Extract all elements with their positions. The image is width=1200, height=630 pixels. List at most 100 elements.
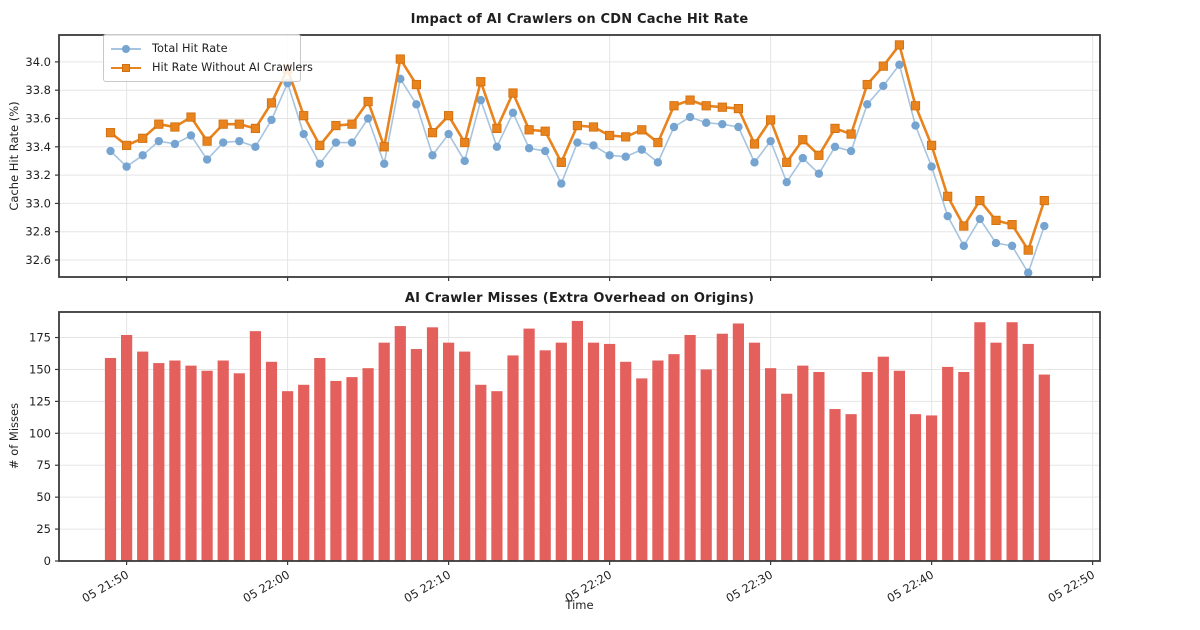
- data-point: [878, 61, 888, 71]
- data-point: [782, 177, 791, 187]
- data-point: [122, 162, 131, 171]
- bar: [620, 361, 632, 561]
- bar: [668, 354, 680, 561]
- data-point: [299, 111, 309, 121]
- data-point: [766, 136, 775, 146]
- y-tick-label: 25: [36, 522, 51, 536]
- bar: [797, 365, 809, 561]
- line-circle-marker-icon: [111, 43, 145, 55]
- miss-bars: [104, 320, 1050, 561]
- data-point: [814, 150, 824, 160]
- y-tick-label: 34.0: [25, 55, 51, 69]
- data-point: [637, 125, 647, 135]
- bar: [153, 363, 165, 561]
- y-tick-label: 175: [29, 331, 51, 345]
- bar: [700, 369, 712, 561]
- data-point: [460, 156, 469, 166]
- data-point: [106, 146, 115, 156]
- bar: [813, 372, 825, 561]
- bar: [539, 350, 551, 561]
- data-point: [1039, 195, 1049, 206]
- data-point: [412, 100, 421, 109]
- bar: [877, 356, 889, 561]
- bar: [137, 351, 149, 561]
- data-point: [975, 214, 985, 224]
- bar: [410, 349, 422, 561]
- bottom-chart-title: AI Crawler Misses (Extra Overhead on Ori…: [404, 291, 755, 306]
- data-point: [588, 122, 599, 132]
- bar: [926, 415, 938, 561]
- data-point: [234, 119, 244, 129]
- data-point: [427, 128, 438, 138]
- data-point: [991, 238, 1001, 248]
- x-axis-label: Time: [565, 598, 594, 612]
- data-point: [556, 157, 566, 167]
- data-point: [572, 120, 583, 131]
- bar: [491, 391, 503, 561]
- data-point: [524, 125, 534, 135]
- bar: [201, 370, 213, 561]
- y-tick-label: 125: [29, 394, 51, 408]
- bar: [1038, 374, 1050, 561]
- bar: [893, 370, 905, 561]
- bottom-y-axis-label: # of Misses: [7, 402, 21, 470]
- data-point: [621, 152, 630, 161]
- data-point: [524, 144, 534, 153]
- data-point: [122, 140, 132, 150]
- legend-row-without-ai-crawlers: Hit Rate Without AI Crawlers: [111, 58, 313, 77]
- data-point: [702, 118, 711, 127]
- bar: [217, 360, 229, 561]
- data-point: [718, 119, 727, 129]
- data-point: [798, 135, 808, 145]
- data-point: [299, 129, 308, 139]
- bar: [185, 365, 197, 561]
- y-tick-label: 33.6: [25, 112, 51, 126]
- data-point: [991, 215, 1001, 225]
- y-tick-label: 32.6: [25, 253, 51, 267]
- data-point: [782, 157, 792, 167]
- data-point: [959, 221, 969, 231]
- bar: [346, 377, 358, 561]
- top-chart-grid: [59, 35, 1100, 277]
- data-point: [363, 96, 373, 107]
- data-point: [363, 114, 373, 123]
- y-tick-label: 33.0: [25, 196, 51, 210]
- data-point: [766, 115, 776, 125]
- data-point: [202, 136, 212, 146]
- data-point: [749, 139, 760, 149]
- line-square-marker-icon: [111, 62, 145, 74]
- data-point: [717, 102, 727, 112]
- y-tick-label: 32.8: [25, 225, 51, 239]
- data-point: [395, 54, 405, 64]
- data-point: [202, 155, 212, 164]
- data-point: [170, 122, 180, 132]
- bottom-chart-frame: [58, 311, 1101, 562]
- bar: [298, 384, 310, 561]
- bar: [555, 342, 567, 561]
- data-point: [315, 140, 325, 150]
- bar: [233, 373, 245, 561]
- bar: [571, 320, 583, 561]
- bar: [330, 380, 342, 561]
- legend: Total Hit Rate Hit Rate Without AI Crawl…: [103, 34, 313, 82]
- bar: [104, 357, 117, 561]
- data-point: [830, 123, 840, 133]
- legend-row-total-hit-rate: Total Hit Rate: [111, 39, 292, 58]
- data-point: [830, 142, 840, 151]
- data-point: [492, 123, 502, 133]
- data-point: [508, 108, 518, 118]
- data-point: [186, 131, 196, 140]
- data-point: [460, 137, 470, 148]
- bar: [169, 360, 181, 561]
- legend-label-total-hit-rate: Total Hit Rate: [152, 42, 228, 55]
- data-point: [734, 122, 743, 132]
- data-point: [685, 112, 695, 122]
- data-point: [1040, 221, 1049, 231]
- bar: [443, 342, 455, 561]
- data-point: [476, 95, 485, 105]
- data-point: [701, 101, 711, 111]
- bar: [990, 342, 1002, 561]
- data-point: [444, 129, 453, 139]
- bar: [829, 409, 841, 561]
- data-point: [911, 121, 920, 130]
